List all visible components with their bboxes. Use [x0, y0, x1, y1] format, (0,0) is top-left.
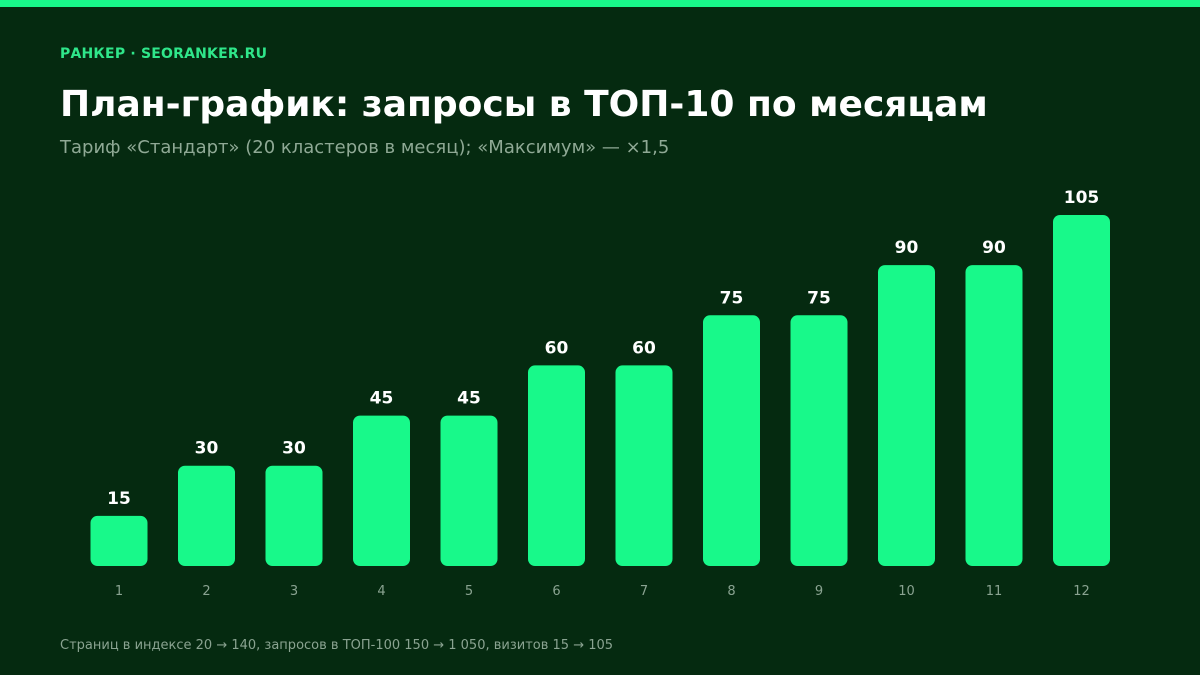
bar-5 [440, 415, 498, 566]
bar-2 [178, 465, 235, 566]
bar-value-label: 30 [282, 439, 306, 459]
bar-value-label: 90 [982, 238, 1006, 258]
bar-value-label: 105 [1064, 188, 1100, 208]
bar-value-label: 45 [370, 389, 394, 409]
bar-value-label: 75 [807, 288, 831, 308]
chart-title: План-график: запросы в ТОП-10 по месяцам [60, 84, 988, 125]
footnote: Страниц в индексе 20 → 140, запросов в Т… [60, 638, 614, 653]
x-tick-label: 8 [727, 584, 735, 599]
x-tick-label: 5 [465, 584, 473, 599]
bar-6 [528, 365, 585, 566]
bar-7 [615, 365, 673, 566]
x-tick-label: 1 [115, 584, 123, 599]
bar-11 [965, 265, 1023, 566]
x-tick-label: 11 [986, 584, 1003, 599]
x-tick-label: 4 [377, 584, 385, 599]
bar-value-label: 30 [195, 439, 219, 459]
x-tick-label: 12 [1073, 584, 1090, 599]
x-tick-label: 9 [815, 584, 823, 599]
bar-4 [353, 415, 410, 566]
bar-12 [1053, 215, 1110, 566]
bar-3 [265, 465, 323, 566]
x-tick-label: 7 [640, 584, 648, 599]
x-tick-label: 2 [202, 584, 210, 599]
bar-value-label: 75 [720, 288, 744, 308]
x-tick-label: 3 [290, 584, 298, 599]
bar-8 [703, 315, 760, 566]
bar-value-label: 60 [545, 338, 569, 358]
bar-value-label: 90 [895, 238, 919, 258]
x-tick-label: 6 [552, 584, 560, 599]
bar-value-label: 15 [107, 489, 131, 509]
x-tick-label: 10 [898, 584, 915, 599]
chart-subtitle: Тариф «Стандарт» (20 кластеров в месяц);… [60, 137, 670, 158]
bar-value-label: 45 [457, 389, 481, 409]
bar-10 [878, 265, 935, 566]
brand-label: РАНКЕР · SEORANKER.RU [60, 46, 268, 62]
bar-9 [790, 315, 848, 566]
top-accent-stripe [0, 0, 1200, 7]
bar-1 [90, 515, 148, 566]
bar-value-label: 60 [632, 338, 656, 358]
